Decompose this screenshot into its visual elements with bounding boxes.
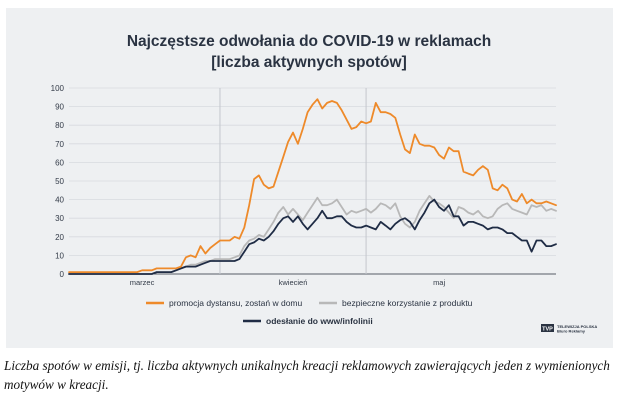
legend-item-odeslanie: odesłanie do www/infolinii xyxy=(243,316,373,326)
y-axis: 0 10 20 30 40 50 60 70 80 90 100 xyxy=(51,84,65,279)
y-tick-label: 40 xyxy=(55,196,64,205)
y-tick-label: 30 xyxy=(55,214,64,223)
y-tick-label: 50 xyxy=(55,177,64,186)
tvp-logo-line-2: Biuro Reklamy xyxy=(557,329,586,334)
legend-item-promocja: promocja dystansu, zostań w domu xyxy=(146,298,303,308)
legend-item-bezpieczne: bezpieczne korzystanie z produktu xyxy=(319,298,473,308)
legend-label-odeslanie: odesłanie do www/infolinii xyxy=(266,316,373,326)
chart-svg: Najczęstsze odwołania do COVID-19 w rekl… xyxy=(51,33,598,334)
y-tick-label: 10 xyxy=(55,251,64,260)
y-tick-label: 60 xyxy=(55,158,64,167)
y-tick-label: 80 xyxy=(55,121,64,130)
series-line xyxy=(68,198,557,275)
tvp-logo-mark: TVP xyxy=(542,326,553,332)
series-line xyxy=(68,98,557,274)
grid xyxy=(69,87,556,275)
x-tick-label: marzec xyxy=(130,278,155,287)
y-tick-label: 20 xyxy=(55,233,64,242)
y-tick-label: 0 xyxy=(60,270,65,279)
legend-label-bezpieczne: bezpieczne korzystanie z produktu xyxy=(342,298,473,308)
y-tick-label: 70 xyxy=(55,140,64,149)
tvp-logo-mark-bg xyxy=(541,324,554,332)
x-tick-label: maj xyxy=(433,278,445,287)
y-tick-label: 100 xyxy=(51,84,65,93)
chart-title-line-2: [liczba aktywnych spotów] xyxy=(211,54,407,71)
series-lines xyxy=(68,98,557,275)
chart-caption: Liczba spotów w emisji, tj. liczba aktyw… xyxy=(4,358,610,392)
chart-panel: Najczęstsze odwołania do COVID-19 w rekl… xyxy=(6,8,613,348)
month-dividers xyxy=(219,88,367,274)
series-line xyxy=(68,194,557,275)
legend: promocja dystansu, zostań w domu bezpiec… xyxy=(146,298,473,326)
y-tick-label: 90 xyxy=(55,103,64,112)
tvp-logo: TVP TELEWIZJA POLSKA Biuro Reklamy xyxy=(541,324,597,334)
x-axis: marzec kwiecień maj xyxy=(130,278,446,287)
chart-title-line-1: Najczęstsze odwołania do COVID-19 w rekl… xyxy=(127,33,491,50)
legend-label-promocja: promocja dystansu, zostań w domu xyxy=(169,298,303,308)
tvp-logo-line-1: TELEWIZJA POLSKA xyxy=(557,324,597,329)
x-tick-label: kwiecień xyxy=(279,278,308,287)
